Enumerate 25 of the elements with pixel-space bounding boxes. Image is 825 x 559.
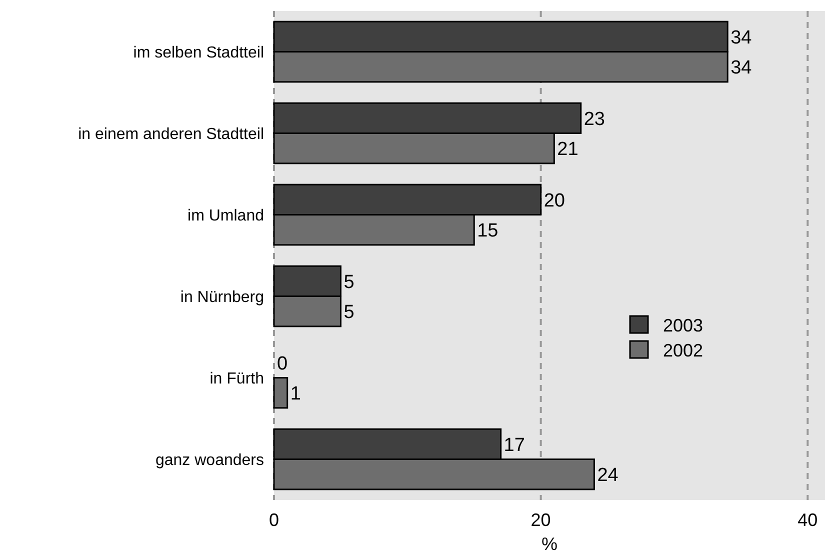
data-label: 0 (277, 353, 288, 374)
y-tick-label: im selben Stadtteil (133, 44, 264, 62)
bar (273, 377, 288, 409)
legend-label: 2002 (663, 340, 704, 360)
data-label: 34 (730, 57, 752, 78)
data-label: 5 (344, 272, 354, 293)
y-tick-label: im Umland (188, 207, 264, 224)
data-label: 17 (504, 434, 525, 456)
data-label: 23 (584, 108, 605, 130)
x-tick-label: 20 (530, 510, 551, 530)
y-tick-label: in Nürnberg (180, 288, 264, 306)
data-label: 24 (597, 464, 619, 486)
x-tick-label: 0 (268, 510, 280, 530)
y-tick-label: in Fürth (210, 370, 264, 388)
x-tick-label: 40 (798, 510, 818, 530)
y-tick-label: ganz woanders (155, 452, 264, 469)
data-label: 34 (730, 27, 752, 48)
legend-label: 2003 (663, 315, 704, 336)
y-tick-label: in einem anderen Stadtteil (78, 126, 264, 143)
data-label: 1 (290, 383, 301, 404)
data-label: 5 (344, 302, 354, 323)
data-label: 20 (544, 190, 565, 212)
data-label: 21 (557, 138, 578, 160)
x-axis-title: % (541, 534, 558, 554)
data-label: 15 (477, 220, 498, 242)
